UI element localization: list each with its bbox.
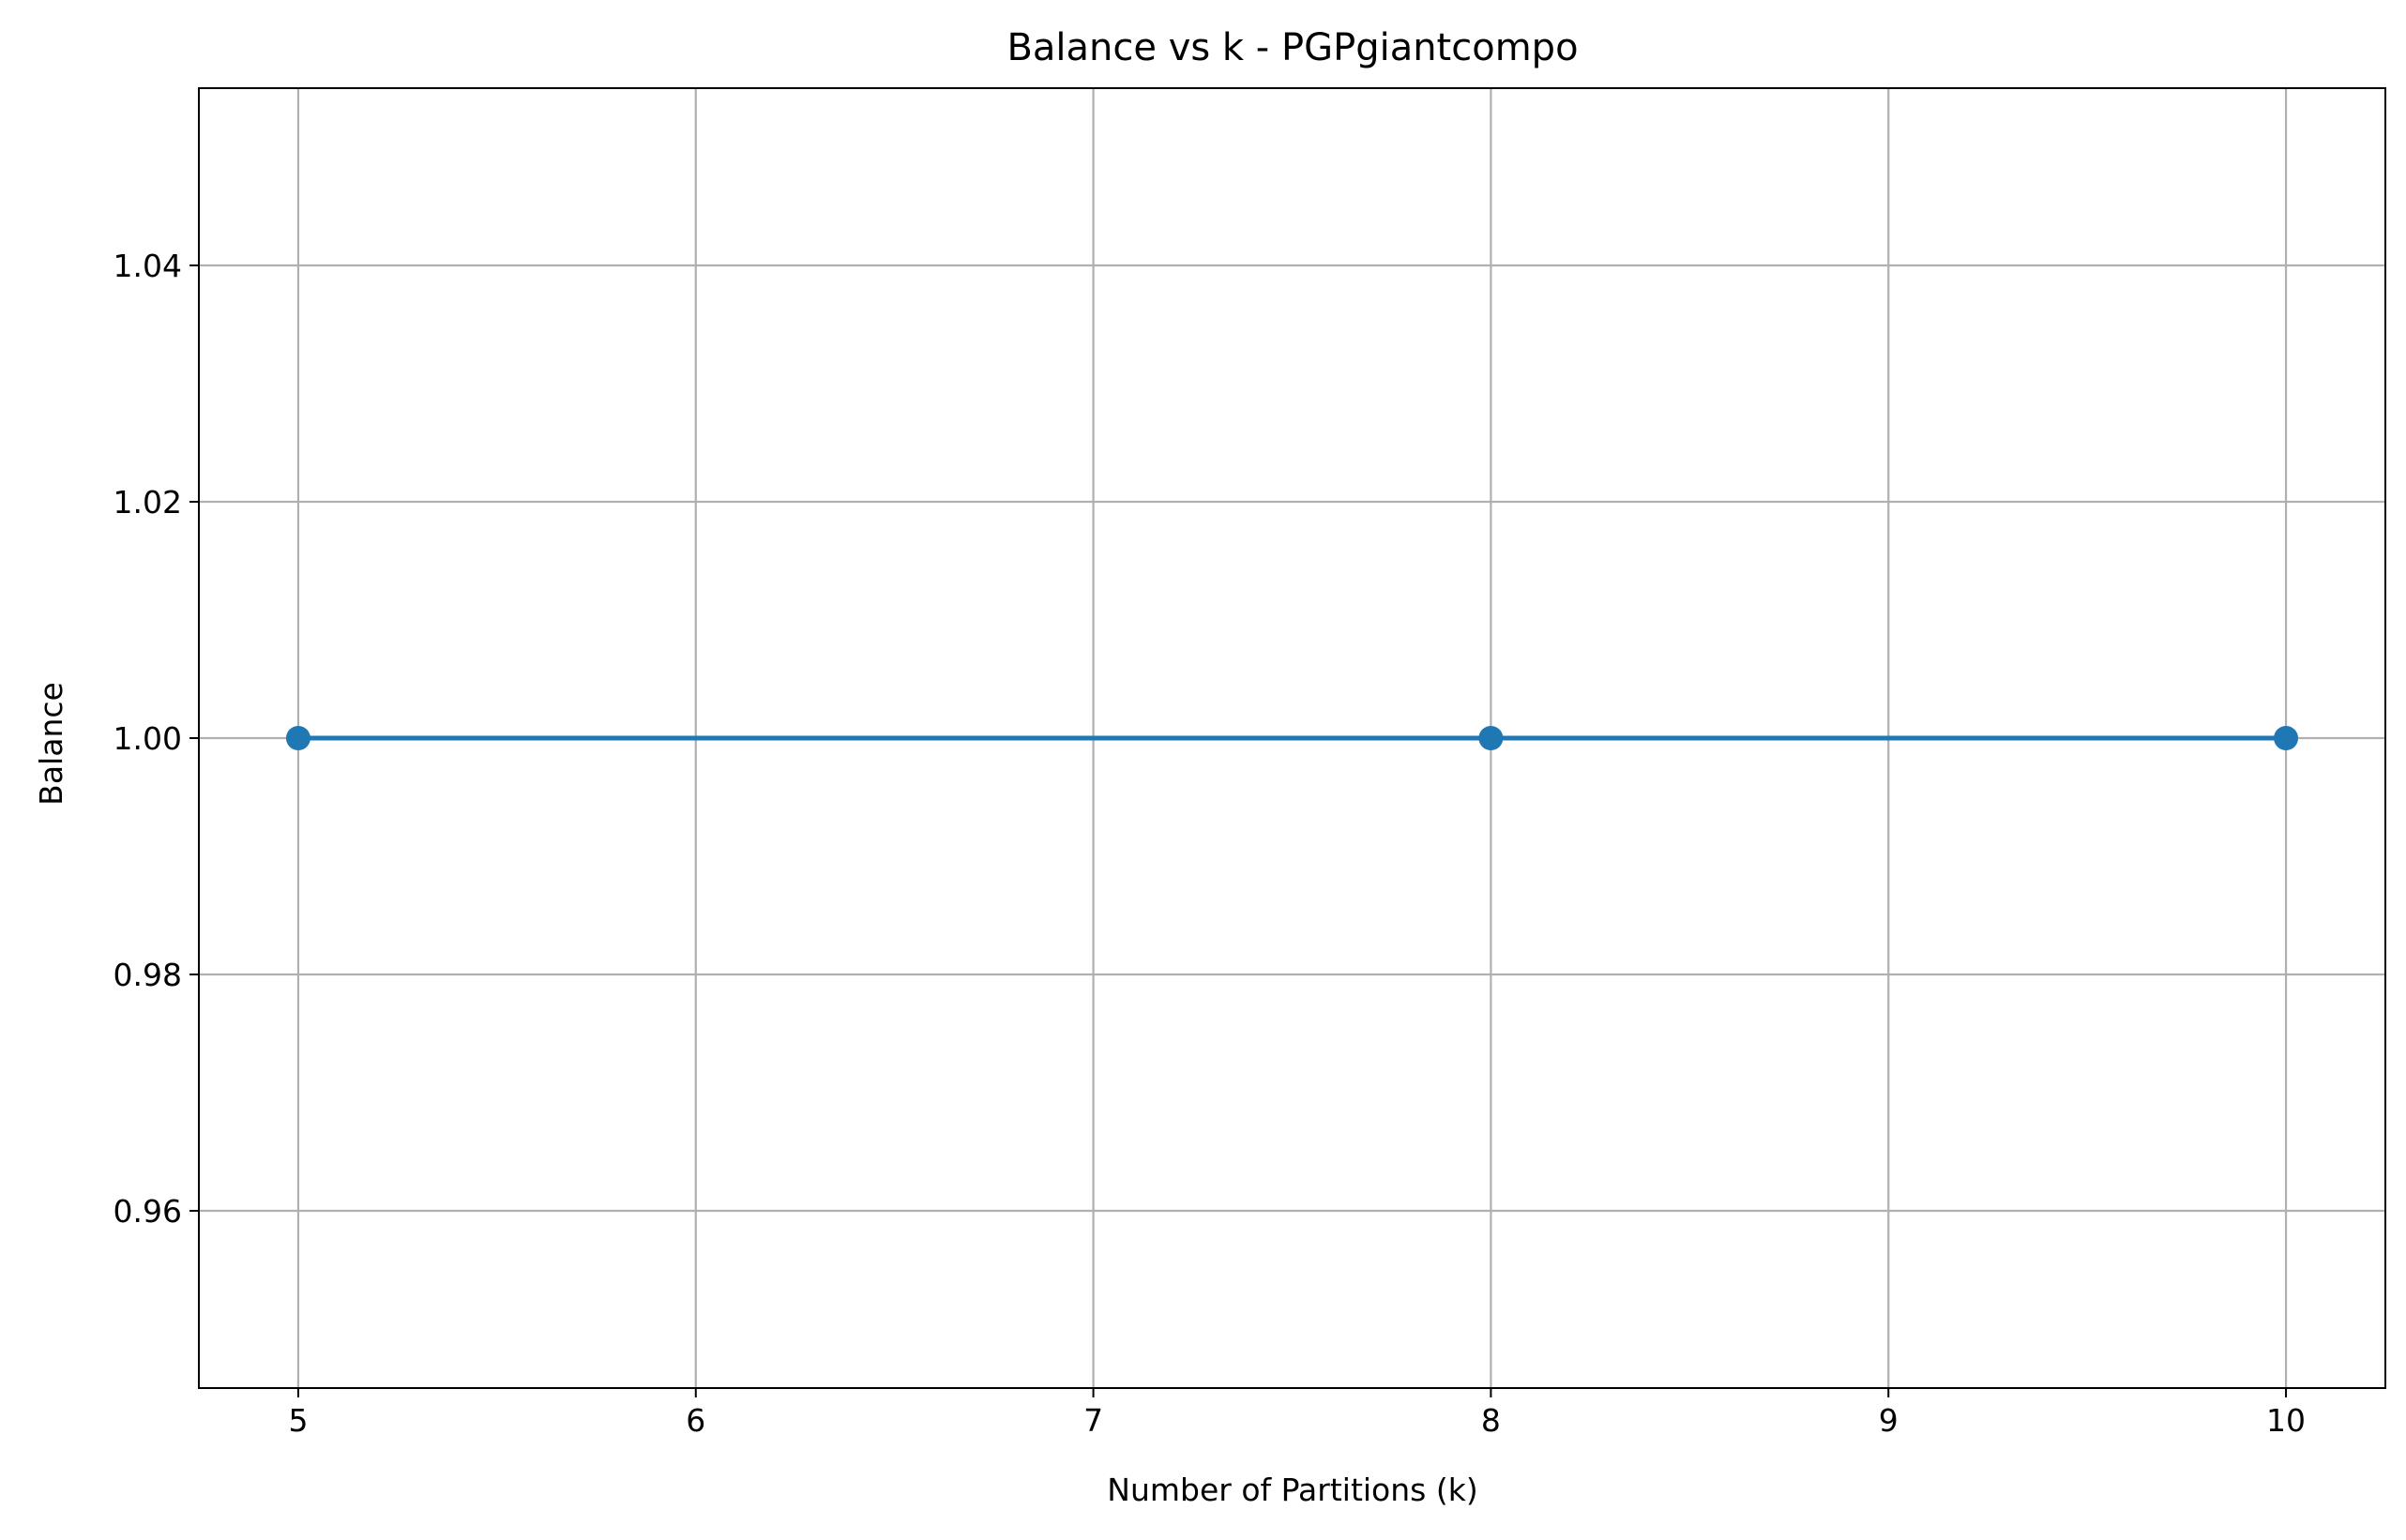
chart-title: Balance vs k - PGPgiantcompo: [1006, 26, 1578, 69]
x-tick-label: 10: [2266, 1402, 2306, 1439]
y-tick-label: 1.00: [113, 720, 182, 757]
x-tick-label: 7: [1083, 1402, 1103, 1439]
axis-ticks: 5 6 7 8 9 10 0.96 0.98 1.00 1.02 1.04: [113, 248, 2307, 1439]
data-point: [1478, 726, 1504, 750]
data-point: [2274, 726, 2299, 750]
y-tick-label: 1.04: [113, 248, 182, 284]
data-series: [285, 726, 2299, 750]
y-tick-label: 0.98: [113, 957, 182, 993]
y-tick-label: 0.96: [113, 1193, 182, 1230]
x-tick-label: 9: [1879, 1402, 1899, 1439]
x-axis-title: Number of Partitions (k): [1107, 1472, 1477, 1508]
data-point: [285, 726, 310, 750]
x-tick-label: 6: [686, 1402, 705, 1439]
y-tick-label: 1.02: [113, 484, 182, 521]
y-axis-title: Balance: [33, 682, 69, 806]
x-tick-label: 5: [288, 1402, 308, 1439]
x-tick-label: 8: [1481, 1402, 1501, 1439]
